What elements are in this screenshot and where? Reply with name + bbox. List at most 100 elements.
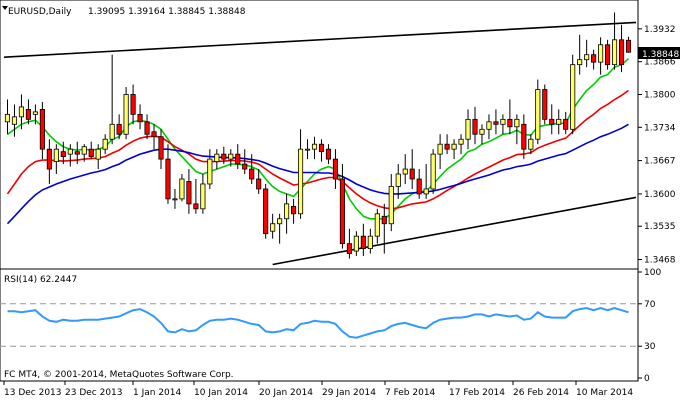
date-tick-label: 26 Feb 2014 (513, 388, 569, 398)
candle (514, 114, 520, 145)
candle (416, 169, 422, 199)
candle (74, 141, 80, 165)
candle (409, 149, 415, 189)
candle (11, 104, 18, 137)
price-tick-label: 1.3866 (644, 58, 676, 68)
candle-body-bear (25, 108, 31, 120)
candle (611, 12, 618, 70)
candle-body-bear (193, 203, 199, 210)
candle (577, 34, 583, 75)
candle (123, 87, 129, 140)
candle-body-bull (367, 235, 373, 249)
trendline (272, 196, 637, 266)
candle-body-bull (430, 153, 436, 190)
candle (458, 134, 464, 155)
candle-body-bear (381, 215, 387, 225)
candle (297, 129, 304, 219)
candle (584, 39, 590, 68)
candle-body-bear (618, 39, 625, 66)
candle-body-bear (291, 205, 297, 215)
candle (25, 99, 31, 125)
candle-body-bear (542, 89, 548, 120)
candle-body-bear (339, 178, 345, 245)
candle (249, 154, 255, 184)
candle (500, 114, 506, 135)
rsi-header-label: RSI(14) 62.2447 (4, 275, 77, 285)
candle-body-bull (228, 153, 234, 160)
candle-body-bear (416, 178, 422, 195)
candle-body-bull (402, 168, 408, 175)
candle (444, 134, 450, 155)
candle (88, 141, 94, 160)
candle-body-bear (409, 168, 415, 180)
candle (625, 36, 632, 53)
candle (556, 109, 562, 135)
candle (605, 39, 611, 70)
candle-body-bull (277, 218, 283, 225)
price-tick-label: 1.3667 (644, 157, 676, 167)
candle (423, 164, 429, 199)
current-price-box (638, 47, 680, 59)
candle (109, 54, 115, 145)
candle-body-bull (353, 235, 359, 252)
candle (67, 144, 73, 167)
candle-body-bear (60, 151, 66, 158)
candle (4, 99, 11, 135)
candle (81, 144, 87, 162)
candle (353, 231, 359, 257)
candle-body-bull (297, 148, 304, 215)
date-tick-label: 20 Jan 2014 (259, 388, 313, 398)
chart-menu-arrow-icon[interactable] (2, 6, 8, 10)
candle-body-bear (263, 188, 269, 235)
candle (451, 139, 457, 160)
candle-body-bull (304, 148, 311, 151)
candle (318, 139, 325, 162)
candle-body-bear (151, 131, 157, 138)
candle-body-bull (451, 143, 457, 150)
date-tick-label: 17 Feb 2014 (449, 388, 505, 398)
date-tick-label: 10 Mar 2014 (576, 388, 633, 398)
candle-body-bear (318, 143, 325, 153)
candle-body-bull (214, 153, 220, 162)
date-tick-label: 13 Dec 2013 (4, 388, 62, 398)
candle (535, 79, 541, 145)
candle (381, 203, 387, 254)
candle (151, 124, 157, 150)
price-tick-label: 1.3800 (644, 90, 676, 100)
candle-body-bear (221, 153, 227, 160)
candle-body-bull (500, 118, 506, 125)
candle-body-bear (242, 163, 248, 170)
trendlines (3, 21, 637, 266)
candle (221, 146, 227, 165)
candle-body-bull (284, 203, 290, 220)
candle (325, 144, 332, 165)
price-tick-label: 1.3600 (644, 190, 676, 200)
candle (395, 164, 401, 199)
copyright-label: FC MT4, © 2001-2014, MetaQuotes Software… (4, 370, 234, 380)
candle-body-bear (521, 123, 527, 150)
rsi-axis: 100 70 30 0 (638, 268, 661, 384)
candle-body-bull (374, 213, 380, 237)
candle (339, 164, 345, 249)
price-tick-label: 1.3468 (644, 256, 676, 266)
candle-body-bear (158, 136, 164, 160)
candle-body-bull (577, 59, 583, 66)
candle (570, 54, 576, 135)
candle (346, 228, 352, 259)
candle-body-bull (81, 146, 87, 155)
candle-body-bull (18, 106, 25, 118)
candle (521, 114, 527, 160)
candle (214, 149, 220, 170)
candle (472, 106, 478, 145)
candle (437, 134, 443, 170)
candle-body-bear (46, 148, 52, 170)
date-tick-label: 23 Dec 2013 (65, 388, 123, 398)
candle (493, 109, 499, 135)
candle-body-bear (74, 151, 80, 155)
candle (486, 114, 492, 140)
candle (591, 49, 597, 70)
candle (53, 144, 59, 175)
candle (549, 104, 555, 135)
candle-body-bear (39, 108, 45, 150)
candle-body-bull (102, 138, 108, 150)
